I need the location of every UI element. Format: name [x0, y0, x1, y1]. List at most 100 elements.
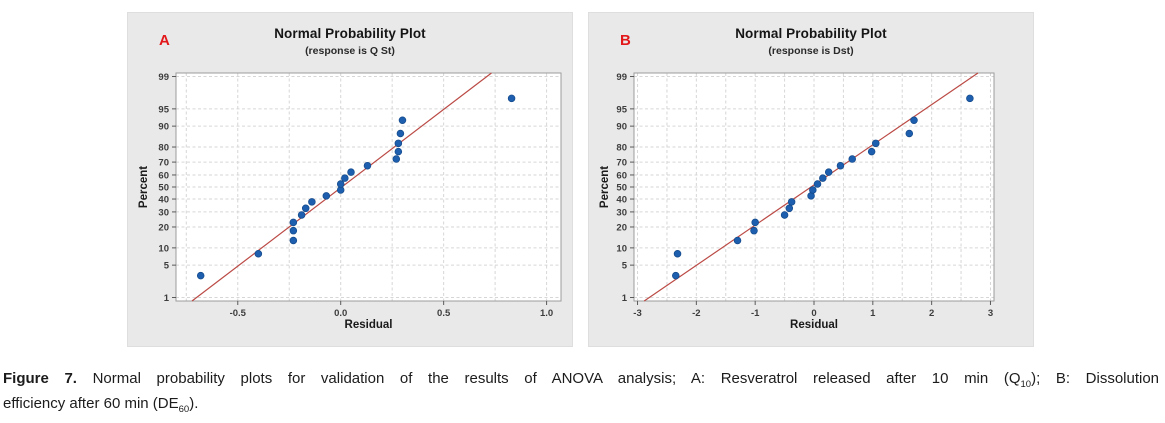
data-point — [785, 204, 794, 213]
x-tick-label: -3 — [633, 308, 641, 319]
data-point — [813, 180, 822, 188]
y-tick-label: 95 — [158, 104, 169, 115]
data-point — [905, 129, 914, 138]
chart-subtitle-a: (response is Q St) — [305, 45, 395, 57]
x-axis-title-a: Residual — [344, 319, 393, 331]
y-tick-label: 40 — [158, 195, 169, 206]
data-point — [780, 211, 789, 219]
caption-line-2: efficiency after 60 min (DE60). — [3, 391, 1159, 416]
y-tick-label: 1 — [164, 293, 170, 304]
data-point — [819, 174, 827, 182]
figure-caption: Figure 7. Normal probability plots for v… — [0, 366, 1165, 416]
x-tick-label: 0 — [811, 308, 816, 319]
data-point — [872, 139, 880, 148]
caption-line-1: Figure 7. Normal probability plots for v… — [3, 366, 1159, 391]
y-tick-label: 90 — [616, 122, 627, 133]
y-tick-label: 40 — [616, 195, 627, 206]
x-tick-label: -1 — [751, 308, 760, 319]
x-tick-label: 0.0 — [334, 308, 347, 319]
figure-label: Figure 7. — [3, 370, 77, 387]
caption-subscript-q10: 10 — [1020, 379, 1032, 390]
data-point — [809, 186, 817, 194]
data-point — [750, 226, 758, 235]
data-point — [196, 271, 205, 280]
data-point — [751, 218, 759, 227]
x-tick-label: 1.0 — [540, 308, 553, 319]
data-point — [848, 155, 856, 163]
caption-text-4: ). — [189, 395, 199, 412]
y-tick-label: 5 — [164, 261, 170, 272]
data-point — [787, 198, 796, 206]
x-tick-label: 0.5 — [437, 308, 451, 319]
y-tick-label: 20 — [616, 222, 627, 233]
data-point — [301, 204, 310, 213]
y-tick-label: 90 — [158, 122, 169, 133]
y-tick-label: 30 — [158, 207, 169, 218]
y-tick-label: 80 — [616, 143, 627, 154]
panel-label-a: A — [159, 32, 170, 49]
data-point — [836, 161, 845, 170]
data-point — [867, 147, 876, 156]
y-tick-label: 20 — [158, 222, 169, 233]
caption-text-3: efficiency after 60 min (DE — [3, 395, 179, 412]
panel-label-b: B — [620, 32, 631, 49]
data-point — [392, 155, 401, 163]
data-point — [394, 139, 403, 148]
data-point — [398, 116, 407, 125]
data-point — [347, 168, 355, 176]
data-point — [341, 174, 349, 182]
data-point — [733, 236, 742, 245]
data-point — [673, 249, 682, 258]
data-point — [363, 161, 372, 170]
data-point — [322, 192, 331, 200]
data-point — [289, 218, 298, 227]
data-point — [336, 180, 345, 188]
y-tick-label: 70 — [616, 158, 627, 169]
caption-text-1: Normal probability plots for validation … — [92, 370, 1021, 387]
data-point — [394, 147, 403, 156]
y-tick-label: 99 — [158, 72, 169, 83]
data-point — [910, 116, 918, 125]
y-tick-label: 10 — [158, 243, 169, 254]
y-axis-title-b: Percent — [599, 165, 611, 209]
y-tick-label: 60 — [616, 170, 627, 181]
y-tick-label: 70 — [158, 158, 169, 169]
caption-subscript-de60: 60 — [178, 404, 190, 415]
x-tick-label: 3 — [988, 308, 993, 319]
data-point — [297, 211, 306, 219]
chart-subtitle-b: (response is Dst) — [768, 45, 854, 57]
data-point — [308, 198, 316, 206]
data-point — [824, 168, 833, 176]
x-axis-title-b: Residual — [790, 319, 838, 331]
y-tick-label: 99 — [616, 72, 627, 83]
y-axis-title-container-b: Percent — [593, 73, 617, 301]
chart-title-a: Normal Probability Plot — [274, 26, 426, 41]
y-tick-label: 50 — [158, 183, 169, 194]
y-tick-label: 10 — [616, 243, 627, 254]
data-point — [396, 129, 405, 138]
chart-title-b: Normal Probability Plot — [735, 26, 887, 41]
y-tick-label: 50 — [616, 183, 627, 194]
data-point — [672, 271, 680, 280]
data-point — [254, 249, 263, 258]
caption-text-2: ); B: Dissolution — [1031, 370, 1160, 387]
y-axis-title-container-a: Percent — [132, 73, 156, 301]
data-point — [289, 236, 298, 245]
x-tick-label: -0.5 — [230, 308, 247, 319]
y-tick-label: 60 — [158, 170, 169, 181]
x-tick-label: 1 — [870, 308, 876, 319]
y-tick-label: 1 — [622, 293, 628, 304]
data-point — [289, 226, 298, 235]
data-point — [507, 94, 516, 103]
x-tick-label: -2 — [692, 308, 700, 319]
y-tick-label: 5 — [622, 261, 628, 272]
y-axis-title-a: Percent — [138, 165, 150, 209]
data-point — [966, 94, 974, 103]
y-tick-label: 30 — [616, 207, 627, 218]
x-tick-label: 2 — [929, 308, 934, 319]
y-tick-label: 80 — [158, 143, 169, 154]
figure-panel-b: -3 -2 -1 0 1 2 3 1 5 10 20 30 40 50 60 70 80 90 95 99 B Nor… — [588, 12, 1034, 347]
